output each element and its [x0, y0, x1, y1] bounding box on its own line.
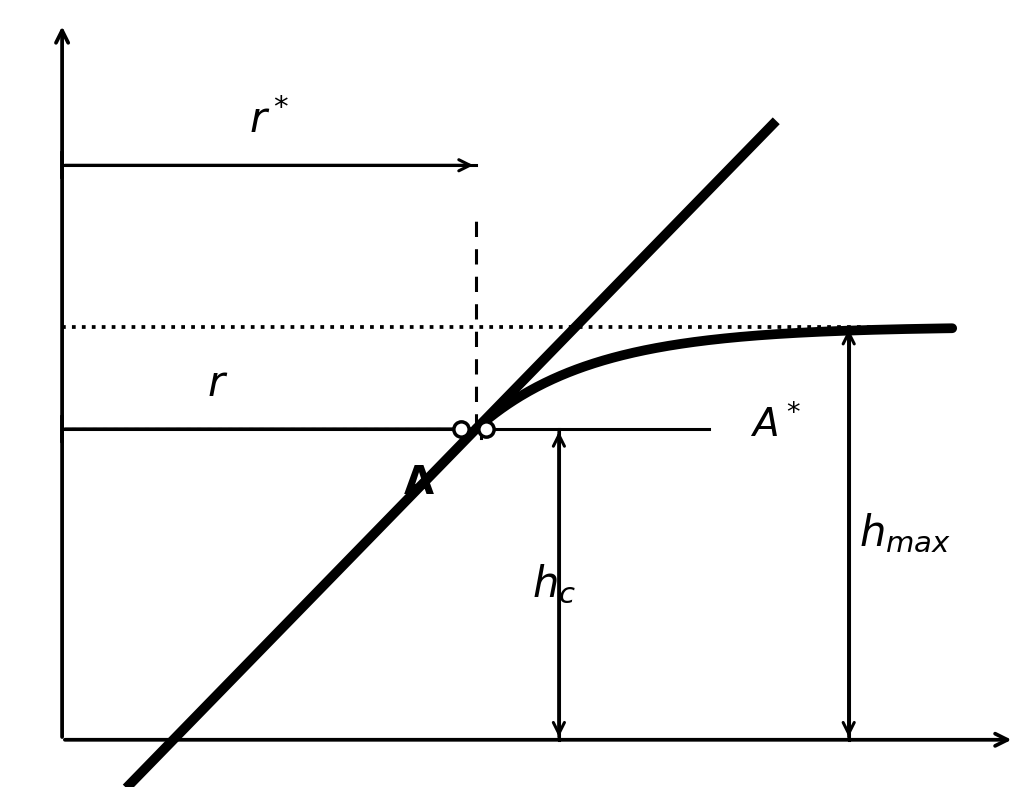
Text: A: A	[404, 464, 435, 502]
Text: $A^*$: $A^*$	[750, 405, 802, 445]
Text: $h_c$: $h_c$	[532, 563, 575, 606]
Text: $h_{max}$: $h_{max}$	[859, 512, 951, 555]
Text: $r$: $r$	[207, 364, 228, 405]
Text: $r^*$: $r^*$	[248, 99, 290, 142]
